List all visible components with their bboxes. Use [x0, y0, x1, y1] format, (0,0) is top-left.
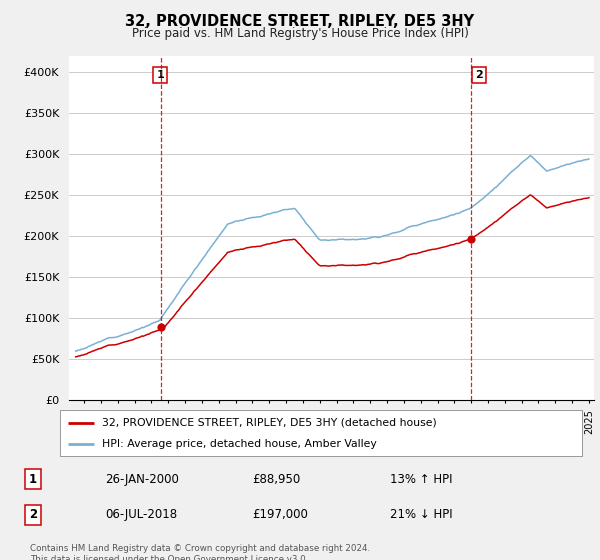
Text: HPI: Average price, detached house, Amber Valley: HPI: Average price, detached house, Ambe… — [102, 439, 377, 449]
Point — [466, 235, 476, 244]
Text: 06-JUL-2018: 06-JUL-2018 — [105, 508, 177, 521]
Text: 13% ↑ HPI: 13% ↑ HPI — [390, 473, 452, 486]
Text: Price paid vs. HM Land Registry's House Price Index (HPI): Price paid vs. HM Land Registry's House … — [131, 27, 469, 40]
Text: 32, PROVIDENCE STREET, RIPLEY, DE5 3HY: 32, PROVIDENCE STREET, RIPLEY, DE5 3HY — [125, 14, 475, 29]
Text: 1: 1 — [29, 473, 37, 486]
Text: 2: 2 — [29, 508, 37, 521]
Text: 2: 2 — [475, 70, 482, 80]
Text: 1: 1 — [157, 70, 164, 80]
Point — [157, 323, 166, 332]
Text: 32, PROVIDENCE STREET, RIPLEY, DE5 3HY (detached house): 32, PROVIDENCE STREET, RIPLEY, DE5 3HY (… — [102, 418, 437, 428]
Text: 26-JAN-2000: 26-JAN-2000 — [105, 473, 179, 486]
Text: £88,950: £88,950 — [252, 473, 300, 486]
Text: Contains HM Land Registry data © Crown copyright and database right 2024.
This d: Contains HM Land Registry data © Crown c… — [30, 544, 370, 560]
Text: 21% ↓ HPI: 21% ↓ HPI — [390, 508, 452, 521]
Text: £197,000: £197,000 — [252, 508, 308, 521]
